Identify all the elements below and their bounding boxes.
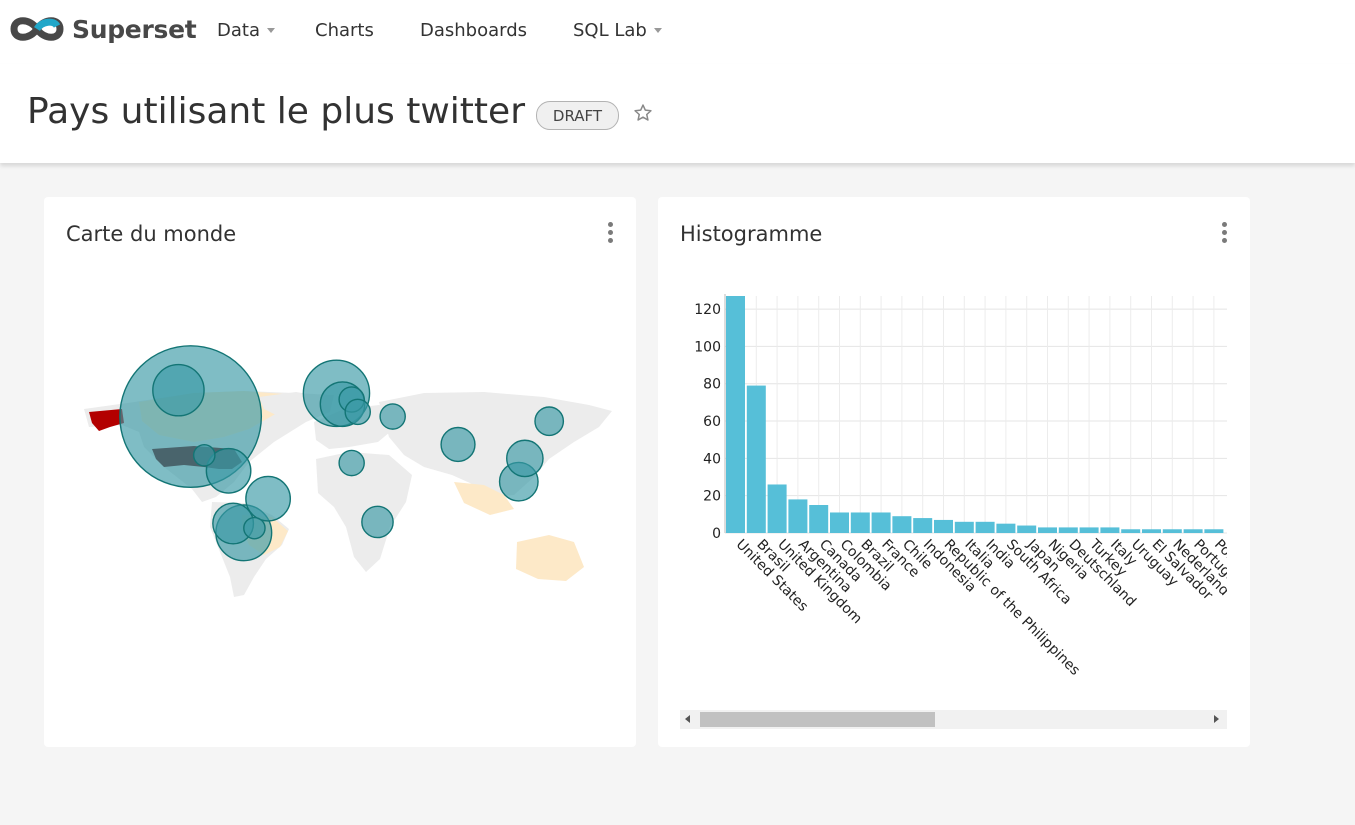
land-asia [379, 392, 612, 497]
map-bubble[interactable] [361, 505, 394, 539]
nav-item-charts[interactable]: Charts [315, 20, 374, 41]
y-tick-label: 40 [703, 451, 721, 467]
histogram-bar[interactable] [788, 499, 808, 533]
nav-item-label: SQL Lab [573, 20, 647, 41]
histogram-bar[interactable] [830, 512, 849, 533]
histogram-bar[interactable] [1183, 529, 1203, 533]
histogram-bar[interactable] [954, 521, 974, 533]
land-australia [516, 535, 584, 581]
map-bubble[interactable] [205, 447, 252, 494]
map-bubble[interactable] [440, 426, 476, 463]
nav-item-sql-lab[interactable]: SQL Lab [573, 20, 662, 41]
land-africa [316, 452, 412, 572]
histogram-bar[interactable] [1204, 529, 1224, 533]
map-bubble[interactable] [245, 475, 292, 522]
nav-item-dashboards[interactable]: Dashboards [420, 20, 527, 41]
chart-title: Histogramme [680, 222, 823, 246]
chart-card-histogram: Histogramme 0 20 40 60 80 100 120 United States… [658, 197, 1250, 747]
histogram-bar[interactable] [892, 516, 912, 533]
y-tick-label: 20 [703, 489, 721, 505]
nav-item-label: Charts [315, 20, 374, 41]
map-bubbles [119, 345, 565, 562]
brand[interactable]: Superset [8, 12, 197, 46]
histogram-bar[interactable] [1038, 527, 1057, 533]
histogram-bar[interactable] [1017, 525, 1037, 533]
chart-card-world-map: Carte du monde [44, 197, 636, 747]
chart-title: Carte du monde [66, 222, 237, 246]
nav-item-label: Dashboards [420, 20, 528, 41]
histogram-bar[interactable] [975, 521, 995, 533]
top-navbar: Superset Data Charts Dashboards SQL Lab [0, 0, 1355, 64]
scrollbar-thumb[interactable] [700, 712, 935, 727]
vertical-dots-icon[interactable] [1222, 222, 1228, 246]
histogram-bar[interactable] [934, 519, 953, 533]
histogram-bar[interactable] [871, 512, 891, 533]
chart-grid [725, 296, 1227, 534]
histogram-bar[interactable] [1079, 527, 1099, 533]
y-tick-label: 80 [703, 377, 721, 393]
map-bubble[interactable] [192, 443, 216, 467]
histogram-bar[interactable] [1058, 527, 1078, 533]
y-tick-label: 100 [694, 339, 721, 355]
histogram-bar[interactable] [850, 512, 870, 533]
histogram-bar[interactable] [726, 296, 745, 533]
status-badge[interactable]: DRAFT [536, 101, 619, 130]
map-bubble[interactable] [344, 398, 371, 426]
scroll-right-icon[interactable] [1214, 715, 1219, 723]
vertical-dots-icon[interactable] [608, 222, 614, 246]
map-bubble[interactable] [534, 406, 565, 437]
histogram-bar[interactable] [1121, 529, 1141, 533]
brand-name: Superset [72, 14, 197, 44]
land-alaska [89, 409, 124, 431]
map-bubble[interactable] [152, 363, 205, 417]
scroll-left-icon[interactable] [685, 715, 690, 723]
chevron-down-icon [266, 28, 275, 33]
page-title[interactable]: Pays utilisant le plus twitter [27, 91, 525, 132]
map-bubble[interactable] [338, 449, 365, 477]
histogram-bar[interactable] [746, 385, 766, 533]
histogram-bar[interactable] [1162, 529, 1182, 533]
land-indonesia [454, 482, 514, 515]
y-tick-label: 120 [694, 302, 721, 318]
world-map[interactable] [44, 197, 636, 747]
histogram-bar[interactable] [809, 505, 829, 533]
land-greenland [259, 392, 314, 417]
histogram-bar[interactable] [996, 523, 1016, 533]
nav-item-data[interactable]: Data [217, 20, 275, 41]
histogram-bar[interactable] [913, 518, 933, 533]
chevron-down-icon [653, 28, 662, 33]
dashboard-header: Pays utilisant le plus twitter DRAFT [0, 64, 1355, 163]
histogram-bar[interactable] [1100, 527, 1120, 533]
histogram-bar[interactable] [1142, 529, 1161, 533]
histogram-bar[interactable] [767, 484, 787, 533]
map-bubble[interactable] [506, 439, 544, 478]
map-bubble[interactable] [379, 403, 406, 430]
star-outline-icon[interactable] [633, 103, 653, 123]
y-tick-label: 60 [703, 414, 721, 430]
nav-item-label: Data [217, 20, 260, 41]
infinity-logo-icon [10, 17, 64, 41]
map-bubble[interactable] [243, 516, 266, 540]
horizontal-scrollbar[interactable] [680, 710, 1227, 729]
y-tick-label: 0 [712, 526, 721, 542]
